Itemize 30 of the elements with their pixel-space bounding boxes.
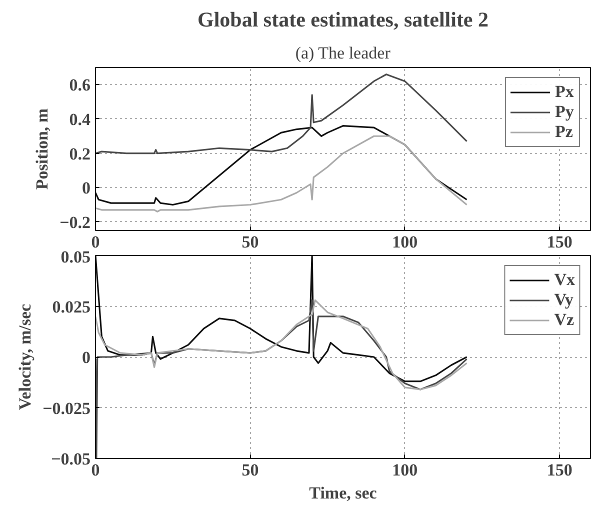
y-tick-label: −0.05: [51, 450, 90, 468]
x-axis-title: Time, sec: [309, 484, 378, 502]
x-tick-label: 150: [546, 232, 572, 252]
line-series: [96, 135, 468, 212]
y-tick-label: 0.4: [69, 110, 91, 129]
text: (a) The leader: [295, 44, 391, 62]
legend-label: Vz: [554, 310, 574, 330]
y-tick-label: 0.05: [60, 248, 90, 266]
line-series: [96, 299, 468, 390]
legend-label: Vy: [554, 290, 574, 310]
legend-label: Px: [555, 82, 575, 102]
legend-label: Pz: [555, 122, 574, 142]
y-axis-title: Position, m: [32, 108, 52, 190]
y-tick-label: 0.2: [69, 144, 90, 164]
x-tick-label: 50: [242, 232, 259, 252]
x-tick-label: 100: [392, 232, 418, 252]
y-tick-label: 0.6: [69, 76, 90, 95]
y-axis-title: Velocity, m/sec: [16, 304, 35, 410]
y-tick-label: −0.2: [60, 212, 90, 232]
x-tick-label: 150: [546, 460, 572, 480]
x-tick-label: 100: [392, 460, 418, 480]
legend-label: Py: [555, 102, 575, 122]
x-tick-label: 50: [242, 460, 259, 480]
line-series: [96, 256, 468, 382]
y-tick-label: 0: [82, 178, 90, 198]
y-tick-label: −0.025: [42, 398, 90, 418]
y-tick-label: 0: [82, 348, 90, 367]
legend-label: Vx: [554, 270, 575, 290]
y-tick-label: 0.025: [52, 297, 90, 316]
chart-title: Global state estimates, satellite 2: [197, 8, 489, 32]
